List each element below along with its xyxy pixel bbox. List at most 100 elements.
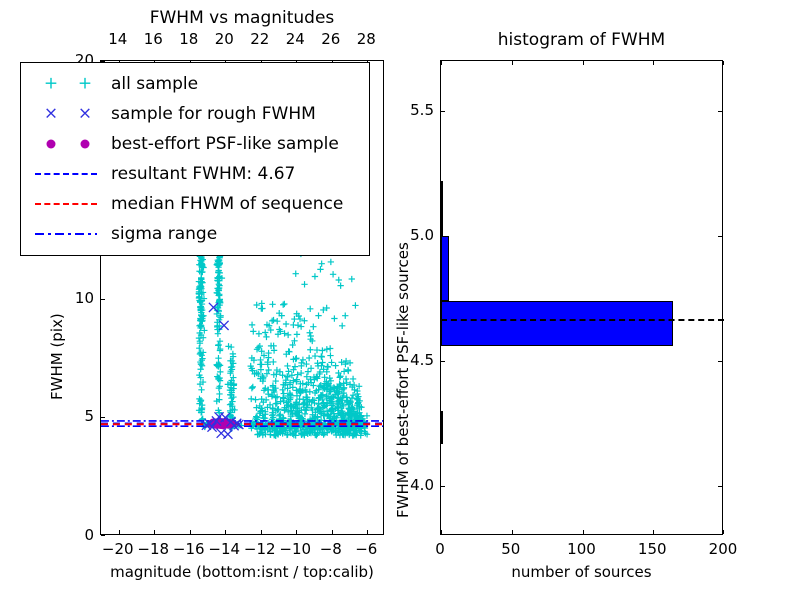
- scatter-point-plus: [293, 392, 301, 399]
- scatter-point-plus: [303, 381, 310, 388]
- scatter-point-plus: [293, 355, 300, 362]
- scatter-point-plus: [283, 399, 290, 406]
- right-xaxis-label: number of sources: [511, 563, 652, 581]
- legend-entry: median FHWM of sequence: [29, 189, 361, 219]
- scatter-point-plus: [339, 431, 346, 438]
- scatter-point-plus: [216, 337, 224, 345]
- scatter-point-plus: [289, 341, 296, 349]
- tick-mark: [441, 111, 445, 112]
- scatter-point-cross: [211, 415, 222, 426]
- scatter-point-plus: [316, 383, 323, 390]
- scatter-point-plus: [195, 290, 203, 298]
- scatter-point-plus: [197, 374, 204, 381]
- legend-plus-icon: +: [43, 73, 59, 94]
- tick-mark: [441, 236, 445, 237]
- scatter-point-plus: [293, 387, 300, 394]
- right-y-tick-label: 4.5: [410, 351, 434, 369]
- scatter-point-plus: [318, 362, 325, 369]
- tick-mark: [441, 61, 442, 65]
- legend-cross-icon: ×: [43, 103, 59, 124]
- left-top-tick-label: 26: [321, 30, 341, 48]
- scatter-point-plus: [258, 348, 265, 355]
- scatter-point-plus: [214, 373, 221, 380]
- scatter-point-cross: [218, 320, 230, 331]
- tick-mark: [582, 61, 584, 65]
- scatter-point-plus: [227, 384, 235, 391]
- right-panel-title: histogram of FWHM: [497, 30, 666, 50]
- scatter-point-plus: [274, 331, 282, 338]
- scatter-point-plus: [216, 377, 224, 384]
- tick-mark: [101, 417, 105, 419]
- scatter-point-plus: [307, 424, 315, 431]
- scatter-point-plus: [307, 365, 315, 372]
- scatter-point-plus: [196, 395, 203, 403]
- scatter-point-plus: [257, 356, 264, 364]
- scatter-point-plus: [340, 389, 348, 397]
- scatter-point-plus: [217, 314, 224, 321]
- scatter-point-plus: [250, 328, 257, 335]
- legend-entries: + + all sample × × sample for rough FWHM best-…: [29, 69, 361, 249]
- scatter-point-plus: [272, 385, 279, 392]
- scatter-point-plus: [305, 354, 313, 362]
- scatter-point-plus: [294, 371, 301, 378]
- scatter-point-plus: [214, 257, 221, 264]
- scatter-point-plus: [293, 378, 300, 385]
- tick-mark: [101, 61, 105, 62]
- scatter-point-plus: [306, 329, 313, 336]
- scatter-point-plus: [216, 396, 223, 403]
- legend-entry: resultant FWHM: 4.67: [29, 159, 361, 189]
- legend-label: sigma range: [111, 224, 218, 244]
- scatter-point-plus: [267, 431, 274, 438]
- left-y-tick-label: 10: [74, 288, 94, 307]
- scatter-point-plus: [273, 371, 280, 378]
- left-bottom-tick-label: −16: [172, 540, 205, 558]
- scatter-point-plus: [294, 322, 302, 329]
- scatter-point-plus: [323, 385, 331, 392]
- scatter-point-plus: [319, 347, 326, 354]
- scatter-point-plus: [332, 391, 339, 398]
- scatter-point-plus: [320, 306, 327, 314]
- scatter-point-plus: [276, 309, 283, 317]
- scatter-point-plus: [290, 366, 297, 373]
- scatter-point-plus: [313, 346, 321, 354]
- left-top-tick-label: 14: [108, 30, 128, 48]
- scatter-point-plus: [346, 405, 353, 413]
- scatter-point-plus: [198, 409, 205, 416]
- scatter-point-plus: [272, 377, 279, 385]
- legend-marker-dot-icon: [29, 131, 105, 157]
- legend-entry: × × sample for rough FWHM: [29, 99, 361, 129]
- scatter-point-plus: [307, 346, 314, 353]
- scatter-point-plus: [197, 257, 204, 264]
- tick-mark: [154, 530, 156, 534]
- scatter-point-plus: [272, 432, 279, 439]
- scatter-point-plus: [327, 388, 334, 395]
- scatter-point-plus: [336, 374, 343, 381]
- scatter-point-plus: [327, 258, 335, 266]
- scatter-point-plus: [231, 406, 238, 414]
- scatter-point-plus: [348, 394, 356, 402]
- scatter-point-plus: [252, 396, 259, 403]
- left-top-tick-label: 22: [250, 30, 270, 48]
- scatter-point-plus: [303, 401, 311, 409]
- legend-line-icon: [35, 203, 97, 205]
- histogram-bar: [441, 181, 443, 236]
- scatter-point-cross: [222, 429, 233, 440]
- scatter-point-plus: [255, 344, 262, 351]
- scatter-point-plus: [197, 349, 204, 356]
- scatter-point-plus: [216, 347, 224, 354]
- left-top-tick-label: 24: [285, 30, 305, 48]
- scatter-point-plus: [314, 413, 321, 420]
- scatter-point-plus: [337, 373, 344, 380]
- legend-cross-icon: ×: [77, 103, 93, 124]
- scatter-point-plus: [262, 329, 269, 336]
- scatter-point-plus: [299, 356, 307, 364]
- scatter-point-plus: [198, 386, 205, 394]
- scatter-point-plus: [298, 359, 305, 367]
- scatter-point-plus: [336, 396, 344, 403]
- scatter-point-plus: [351, 430, 358, 437]
- tick-mark: [331, 530, 333, 534]
- legend-line-icon: [35, 233, 97, 235]
- scatter-point-plus: [318, 392, 325, 399]
- tick-mark: [441, 486, 445, 487]
- scatter-point-plus: [349, 391, 357, 399]
